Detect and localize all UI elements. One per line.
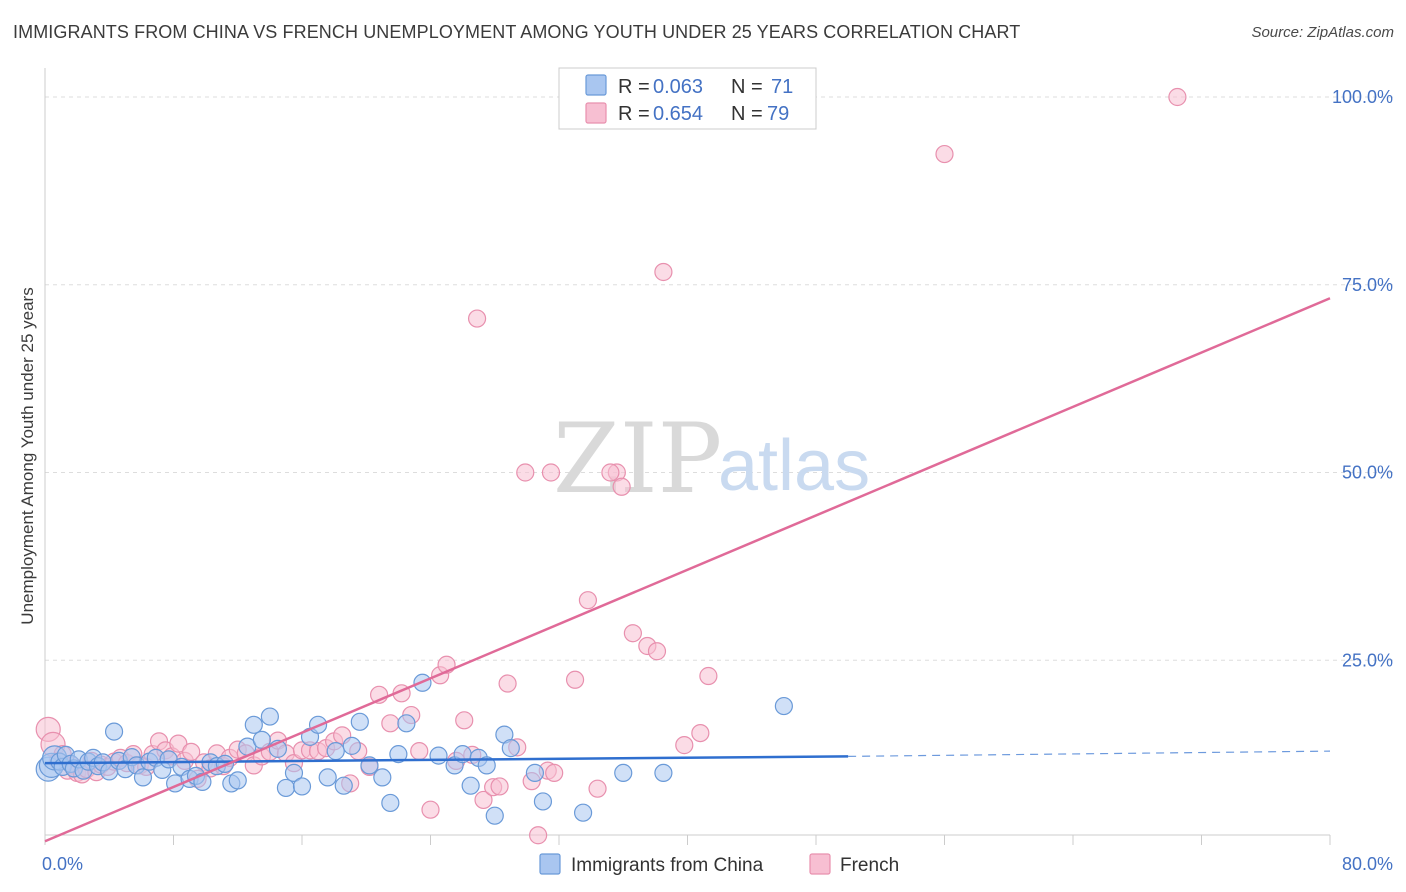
china-point bbox=[244, 715, 263, 734]
legend: R = 0.063 N = 71 R = 0.654 N = 79 bbox=[558, 67, 817, 130]
y-tick-labels: 25.0% 50.0% 75.0% 100.0% bbox=[1332, 87, 1393, 670]
french-point bbox=[654, 262, 673, 282]
china-point bbox=[501, 739, 520, 758]
china-point bbox=[774, 696, 793, 716]
y-tick-label: 25.0% bbox=[1342, 650, 1393, 670]
french-point bbox=[601, 463, 620, 482]
french-point bbox=[410, 742, 429, 761]
bottom-legend-label-china: Immigrants from China bbox=[571, 855, 764, 876]
y-axis-label: Unemployment Among Youth under 25 years bbox=[18, 287, 37, 624]
french-point bbox=[490, 777, 509, 796]
french-point bbox=[675, 736, 694, 755]
french-point bbox=[612, 477, 631, 496]
y-tick-label: 75.0% bbox=[1342, 275, 1393, 295]
china-point bbox=[389, 745, 408, 764]
china-point bbox=[326, 742, 345, 761]
french-point bbox=[516, 463, 535, 482]
china-point bbox=[350, 712, 369, 731]
china-point bbox=[429, 746, 448, 765]
bottom-legend-swatch-china bbox=[539, 853, 561, 875]
china-point bbox=[654, 763, 673, 783]
china-trend-extension bbox=[848, 750, 1331, 757]
french-point bbox=[935, 144, 954, 164]
french-point bbox=[381, 714, 400, 733]
french-point bbox=[541, 463, 561, 482]
french-point bbox=[565, 670, 585, 689]
china-trend-line bbox=[44, 755, 849, 765]
china-point bbox=[373, 768, 392, 787]
french-point bbox=[455, 711, 474, 730]
axes bbox=[44, 68, 1331, 845]
china-point bbox=[292, 777, 312, 796]
legend-r-value-french: 0.654 bbox=[653, 103, 703, 125]
bottom-legend: Immigrants from China French bbox=[539, 853, 899, 876]
y-tick-label: 100.0% bbox=[1332, 87, 1393, 107]
x-tick-label-start: 0.0% bbox=[42, 854, 83, 874]
french-point bbox=[529, 826, 548, 845]
china-point bbox=[228, 771, 247, 790]
french-point bbox=[169, 734, 188, 753]
china-point bbox=[485, 806, 504, 825]
chart-title: IMMIGRANTS FROM CHINA VS FRENCH UNEMPLOY… bbox=[13, 22, 1021, 42]
china-point bbox=[342, 736, 361, 755]
legend-n-label-french: N = bbox=[731, 103, 763, 125]
china-point bbox=[533, 792, 553, 811]
x-tick-label-end: 80.0% bbox=[1342, 854, 1393, 874]
legend-n-value-french: 79 bbox=[767, 103, 789, 125]
french-point bbox=[699, 666, 718, 686]
china-point bbox=[614, 763, 633, 783]
french-trend-line bbox=[44, 297, 1331, 843]
french-points bbox=[35, 87, 1187, 845]
china-point bbox=[104, 722, 124, 741]
bottom-legend-label-french: French bbox=[840, 855, 899, 876]
french-point bbox=[421, 800, 440, 819]
trend-lines bbox=[44, 297, 1331, 843]
legend-n-value-china: 71 bbox=[771, 76, 793, 98]
bottom-legend-swatch-french bbox=[809, 853, 831, 875]
legend-swatch-french bbox=[585, 102, 607, 124]
legend-n-label-china: N = bbox=[731, 76, 763, 98]
source-label: Source: ZipAtlas.com bbox=[1251, 24, 1394, 41]
china-point bbox=[318, 768, 337, 787]
y-axis-label-group: Unemployment Among Youth under 25 years bbox=[18, 287, 37, 624]
china-point bbox=[260, 707, 279, 726]
china-point bbox=[133, 768, 153, 787]
watermark-atlas: atlas bbox=[718, 426, 870, 506]
french-point bbox=[545, 763, 564, 783]
legend-r-value-china: 0.063 bbox=[653, 76, 703, 98]
china-point bbox=[334, 776, 353, 795]
watermark: ZIP atlas bbox=[553, 403, 870, 515]
china-point bbox=[573, 803, 593, 822]
legend-r-label-french: R = bbox=[618, 103, 650, 125]
china-point bbox=[381, 793, 400, 813]
y-tick-label: 50.0% bbox=[1342, 463, 1393, 483]
french-point bbox=[1168, 87, 1187, 107]
x-tick-labels: 0.0% 80.0% bbox=[42, 854, 1393, 874]
french-point bbox=[182, 742, 201, 761]
french-point bbox=[623, 624, 642, 643]
french-point bbox=[588, 779, 607, 798]
french-point bbox=[578, 591, 598, 610]
legend-swatch-china bbox=[585, 74, 607, 96]
french-point bbox=[647, 642, 667, 661]
china-point bbox=[276, 778, 296, 798]
china-point bbox=[525, 763, 545, 783]
french-point bbox=[474, 790, 493, 810]
china-point bbox=[461, 776, 480, 795]
china-point bbox=[397, 714, 416, 733]
french-point bbox=[467, 309, 487, 328]
china-point bbox=[284, 763, 304, 783]
french-point bbox=[691, 723, 710, 743]
china-point bbox=[477, 756, 496, 775]
legend-r-label-china: R = bbox=[618, 76, 650, 98]
grid-lines bbox=[45, 96, 1395, 661]
watermark-zip: ZIP bbox=[553, 403, 722, 515]
french-point bbox=[498, 674, 517, 693]
